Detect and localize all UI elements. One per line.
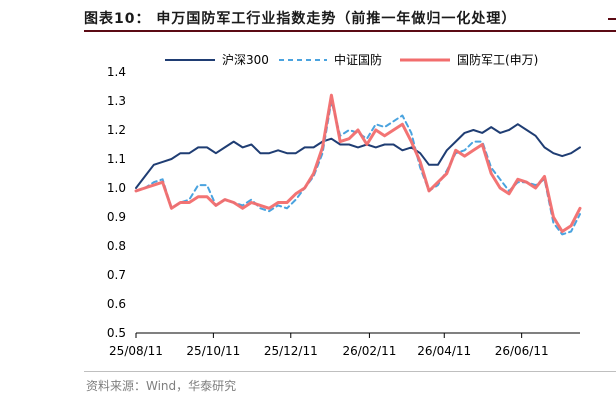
legend: 沪深300 中证国防 国防军工(申万) — [165, 52, 538, 67]
series-line-1 — [135, 100, 581, 236]
series-line-2 — [134, 93, 582, 233]
x-tick-label: 26/06/11 — [495, 344, 549, 358]
y-tick-label: 1.1 — [107, 152, 126, 166]
series-layer — [134, 93, 582, 236]
x-tick-label: 25/08/11 — [109, 344, 163, 358]
x-tick-label: 25/12/11 — [264, 344, 318, 358]
source-divider — [84, 371, 616, 372]
legend-label-0: 沪深300 — [222, 53, 269, 67]
legend-label-1: 中证国防 — [334, 52, 382, 67]
figure-title: 图表10： 申万国防军工行业指数走势（前推一年做归一化处理） — [84, 11, 517, 27]
y-tick-label: 1.3 — [107, 94, 126, 108]
legend-label-2: 国防军工(申万) — [457, 52, 538, 67]
y-tick-label: 1.2 — [107, 123, 126, 137]
adjacent-figure-rule — [608, 18, 616, 20]
series-line-0 — [135, 123, 581, 189]
title-underline — [84, 30, 616, 32]
y-tick-label: 0.6 — [107, 297, 126, 311]
y-tick-label: 0.9 — [107, 210, 126, 224]
x-axis-ticks: 25/08/11 25/10/11 25/12/11 26/02/11 26/04/11… — [109, 333, 549, 358]
x-tick-label: 25/10/11 — [186, 344, 240, 358]
y-tick-label: 1.4 — [107, 65, 126, 79]
source-note: 资料来源：Wind，华泰研究 — [86, 379, 237, 393]
y-tick-label: 0.5 — [107, 326, 126, 340]
y-axis-ticks: 0.5 0.6 0.7 0.8 0.9 1.0 1.1 1.2 1.3 1.4 — [107, 65, 126, 340]
y-tick-label: 0.7 — [107, 268, 126, 282]
y-tick-label: 1.0 — [107, 181, 126, 195]
x-tick-label: 26/04/11 — [417, 344, 471, 358]
x-tick-label: 26/02/11 — [342, 344, 396, 358]
y-tick-label: 0.8 — [107, 239, 126, 253]
